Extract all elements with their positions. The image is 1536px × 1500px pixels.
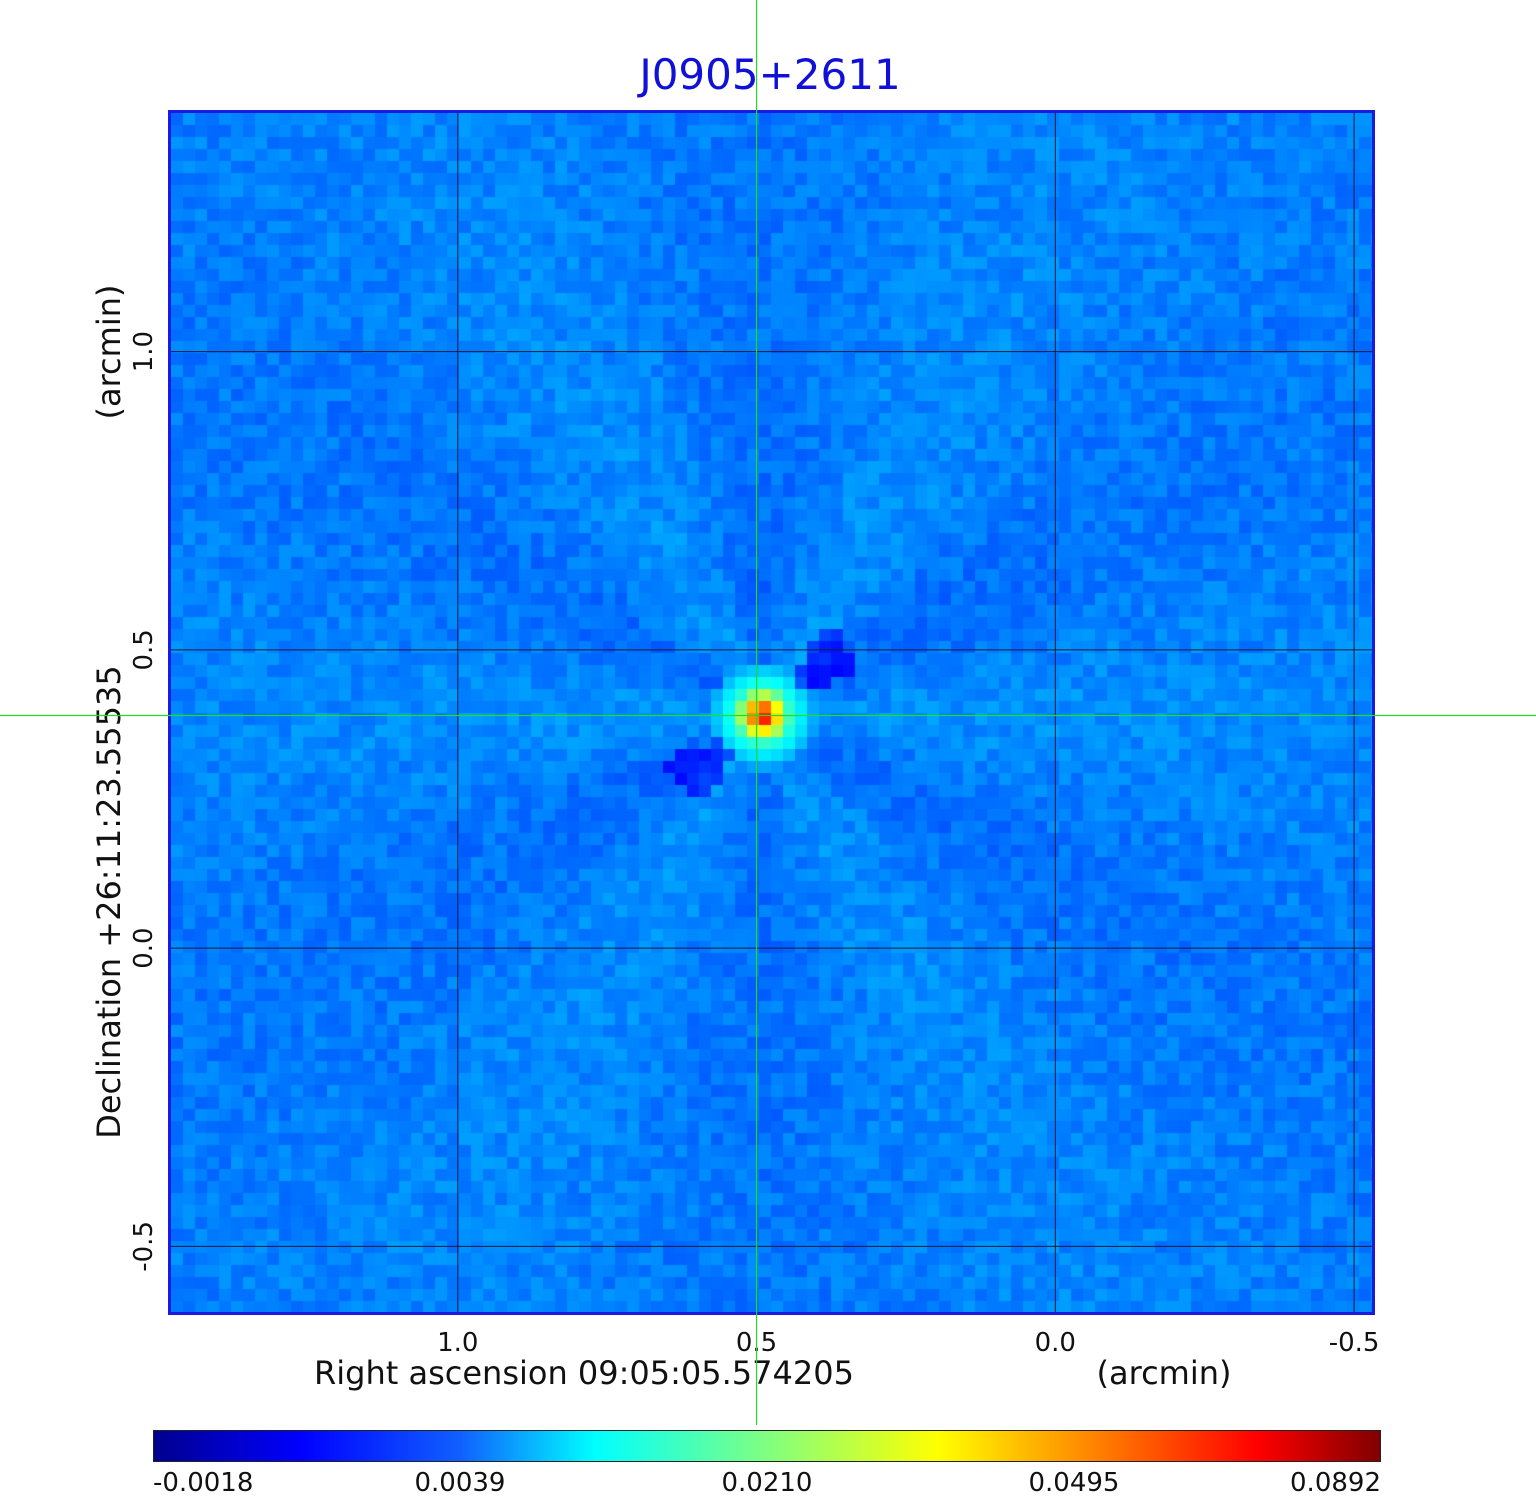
x-tick-label: 1.0 <box>437 1328 478 1358</box>
y-tick-label: 0.0 <box>129 927 159 968</box>
grid-overlay <box>171 113 1372 1312</box>
x-tick-labels: 1.0 0.5 0.0 -0.5 <box>437 1328 1379 1358</box>
y-tick-label: -0.5 <box>129 1221 159 1272</box>
chart-title: J0905+2611 <box>639 50 901 99</box>
y-tick-label: 1.0 <box>129 331 159 372</box>
x-tick-label: 0.5 <box>736 1328 777 1358</box>
colorbar <box>153 1430 1381 1462</box>
colorbar-tick-label: 0.0892 <box>1290 1468 1381 1498</box>
x-axis-unit: (arcmin) <box>1097 1354 1232 1392</box>
colorbar-tick-label: 0.0495 <box>1028 1468 1120 1498</box>
colorbar-tick-label: 0.0210 <box>721 1468 813 1498</box>
x-tick-label: 0.0 <box>1035 1328 1076 1358</box>
colorbar-tick-label: 0.0039 <box>414 1468 506 1498</box>
y-axis-unit: (arcmin) <box>90 285 128 420</box>
image-plot-area[interactable] <box>168 110 1375 1315</box>
y-tick-labels: -0.5 0.0 0.5 1.0 <box>129 331 159 1272</box>
x-tick-label: -0.5 <box>1329 1328 1380 1358</box>
colorbar-tick-label: -0.0018 <box>153 1468 254 1498</box>
x-axis-label: Right ascension 09:05:05.574205 <box>314 1354 854 1392</box>
y-axis-label: Declination +26:11:23.55535 <box>90 665 128 1139</box>
y-tick-label: 0.5 <box>129 629 159 670</box>
intensity-map <box>171 113 1372 1312</box>
